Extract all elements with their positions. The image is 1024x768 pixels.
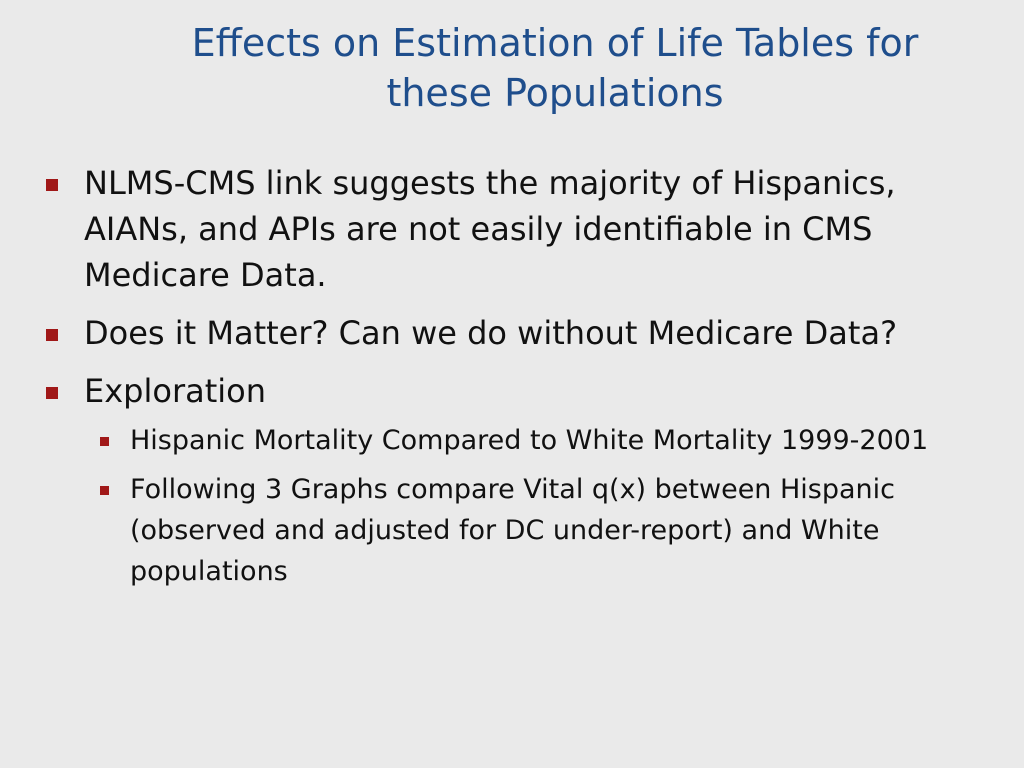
sub-bullet-text: Following 3 Graphs compare Vital q(x) be… (130, 474, 896, 587)
title-line-1: Effects on Estimation of Life Tables for (191, 21, 919, 65)
square-bullet-icon (46, 329, 58, 341)
title-line-2: these Populations (386, 71, 724, 115)
bullet-text: Exploration (84, 372, 266, 410)
square-sub-bullet-icon (100, 437, 109, 446)
bullet-list: NLMS-CMS link suggests the majority of H… (44, 160, 1004, 604)
bullet-text: NLMS-CMS link suggests the majority of H… (84, 164, 896, 294)
bullet-item: Does it Matter? Can we do without Medica… (44, 310, 1004, 356)
square-bullet-icon (46, 179, 58, 191)
square-bullet-icon (46, 387, 58, 399)
bullet-text: Does it Matter? Can we do without Medica… (84, 314, 898, 352)
bullet-item: Exploration Hispanic Mortality Compared … (44, 368, 1004, 592)
sub-bullet-list: Hispanic Mortality Compared to White Mor… (84, 420, 1004, 592)
sub-bullet-item: Hispanic Mortality Compared to White Mor… (84, 420, 1004, 461)
sub-bullet-item: Following 3 Graphs compare Vital q(x) be… (84, 469, 1004, 592)
bullet-item: NLMS-CMS link suggests the majority of H… (44, 160, 1004, 298)
square-sub-bullet-icon (100, 486, 109, 495)
sub-bullet-text: Hispanic Mortality Compared to White Mor… (130, 425, 929, 456)
slide-title: Effects on Estimation of Life Tables for… (60, 18, 1024, 118)
